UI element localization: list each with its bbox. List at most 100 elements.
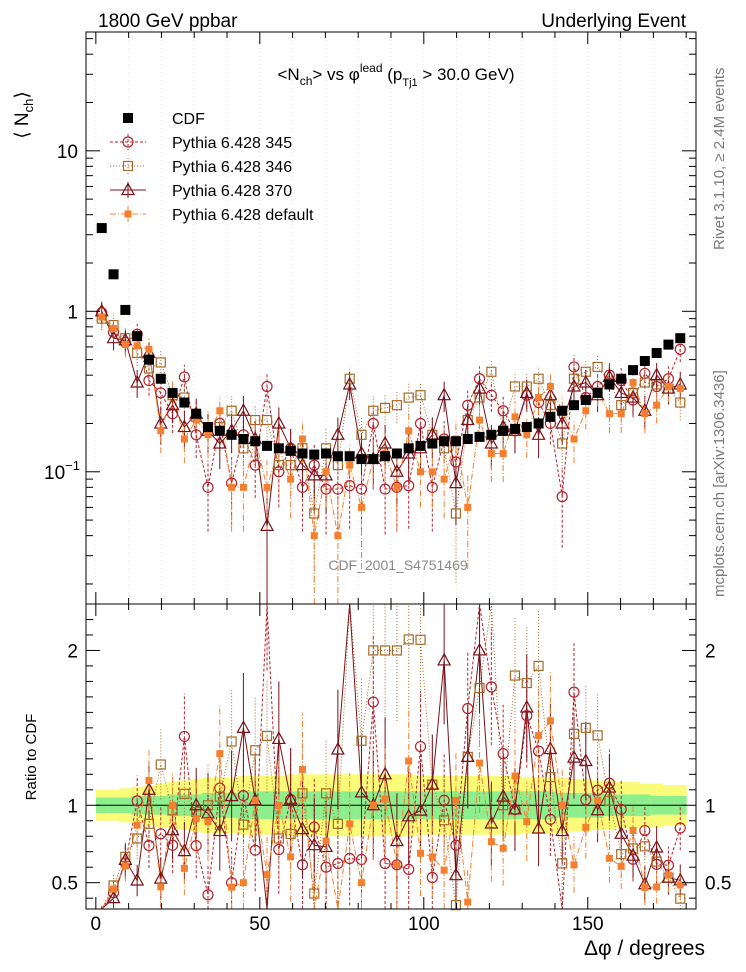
point-pythia-6-428-default [629,379,637,387]
ratio-point-pythia-6-428-346 [450,900,462,911]
point-pythia-6-428-345 [202,481,214,493]
point-pythia-6-428-default [287,475,295,483]
ratio-point-pythia-6-428-345 [367,696,379,708]
legend-label-cdf: CDF [172,111,205,128]
point-pythia-6-428-default [263,483,271,491]
point-cdf [143,354,154,365]
ratio-point-pythia-6-428-default [405,757,413,765]
point-pythia-6-428-346 [415,390,426,401]
point-pythia-6-428-370 [566,378,582,392]
ratio-point-pythia-6-428-345 [190,840,202,852]
ratio-point-pythia-6-428-370 [295,821,310,835]
ratio-point-pythia-6-428-346 [545,772,556,783]
ratio-point-pythia-6-428-346 [627,843,639,854]
point-cdf [415,440,426,451]
ratio-point-pythia-6-428-345 [580,794,592,806]
ratio-point-pythia-6-428-default [369,801,377,809]
ratio-point-pythia-6-428-default [523,818,531,826]
point-cdf [616,373,627,384]
point-cdf [96,223,107,234]
point-pythia-6-428-346 [250,414,261,426]
ratio-point-pythia-6-428-default [617,862,625,870]
ratio-point-pythia-6-428-default [582,823,590,831]
point-pythia-6-428-default [664,382,672,390]
legend-marker-pythia-6-428-345 [122,136,134,148]
point-pythia-6-428-370 [342,376,357,390]
point-pythia-6-428-default [346,461,354,469]
point-cdf [639,356,650,367]
point-cdf [663,339,674,350]
legend-label-pythia-6-428-346: Pythia 6.428 346 [172,159,292,176]
ratio-point-pythia-6-428-default [393,861,401,869]
ratio-point-pythia-6-428-346 [297,788,308,799]
ratio-point-pythia-6-428-346 [132,833,143,844]
ratio-point-pythia-6-428-346 [356,735,367,746]
point-pythia-6-428-default [310,532,318,540]
point-pythia-6-428-370 [307,467,322,481]
point-pythia-6-428-default [322,468,330,476]
ratio-point-pythia-6-428-370 [425,776,440,790]
ratio-point-pythia-6-428-default [476,759,484,767]
ratio-point-pythia-6-428-346 [143,818,155,829]
point-pythia-6-428-default [145,345,153,353]
point-pythia-6-428-346 [261,414,273,426]
point-pythia-6-428-346 [391,400,403,411]
point-pythia-6-428-370 [437,387,452,401]
point-pythia-6-428-345 [414,417,427,430]
point-pythia-6-428-345 [462,399,474,411]
point-pythia-6-428-345 [426,481,438,493]
ratio-point-pythia-6-428-370 [236,720,251,733]
point-pythia-6-428-370 [531,427,546,440]
ratio-point-pythia-6-428-345 [403,863,415,876]
ratio-point-pythia-6-428-370 [319,839,334,853]
ratio-point-pythia-6-428-default [629,826,637,834]
point-pythia-6-428-345 [249,459,261,471]
ratio-point-pythia-6-428-345 [485,681,497,693]
point-cdf [604,379,615,390]
ratio-point-pythia-6-428-345 [202,889,214,901]
point-pythia-6-428-default [582,407,590,415]
legend-marker-pythia-6-428-370 [120,182,136,196]
ratio-point-pythia-6-428-default [110,885,118,893]
ratio-point-pythia-6-428-345 [214,782,226,794]
point-pythia-6-428-default [133,342,141,350]
point-pythia-6-428-345 [355,483,368,495]
ratio-point-pythia-6-428-default [641,883,649,891]
point-cdf [297,448,308,459]
point-cdf [238,434,249,445]
ratio-point-pythia-6-428-370 [543,741,558,755]
main-panel: 10 1 10−1 <Nch> vs φlead (pTj1 > 30.0 GeV)… [12,31,697,605]
ratio-point-pythia-6-428-default [228,883,236,891]
point-cdf [592,387,603,398]
main-ylabel: ⟨ Nch⟩ [12,91,36,139]
ratio-point-pythia-6-428-370 [378,766,393,780]
point-cdf [226,429,237,440]
point-pythia-6-428-default [98,313,106,321]
ratio-point-pythia-6-428-default [263,871,271,879]
ratio-point-pythia-6-428-346 [379,645,391,656]
point-cdf [628,365,639,376]
ratio-point-pythia-6-428-345 [355,853,368,866]
point-cdf [191,408,202,419]
legend-label-pythia-6-428-370: Pythia 6.428 370 [172,183,292,200]
ratio-point-pythia-6-428-346 [202,800,214,811]
point-pythia-6-428-370 [165,397,180,411]
ratio-point-pythia-6-428-345 [308,821,320,833]
ratio-point-pythia-6-428-346 [309,888,320,899]
main-title: <Nch> vs φlead (pTj1 > 30.0 GeV) [278,61,515,89]
ratio-point-pythia-6-428-346 [439,815,450,826]
point-pythia-6-428-345 [473,373,486,385]
point-pythia-6-428-370 [649,367,664,381]
point-pythia-6-428-370 [448,475,463,489]
point-pythia-6-428-default [605,410,613,418]
ratio-point-pythia-6-428-370 [626,847,641,861]
point-cdf [214,425,225,436]
point-cdf [545,411,556,422]
ratio-point-pythia-6-428-370 [389,833,404,847]
point-cdf [285,445,296,456]
point-pythia-6-428-default [110,325,118,333]
point-pythia-6-428-default [357,503,365,511]
ratio-point-pythia-6-428-default [287,853,295,861]
ratio-point-pythia-6-428-default [605,854,613,862]
point-pythia-6-428-346 [368,405,379,416]
